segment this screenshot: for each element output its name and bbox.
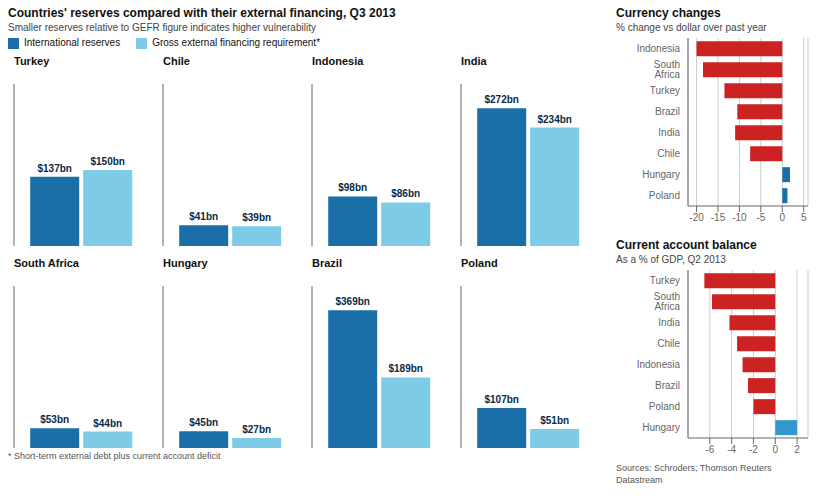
svg-text:SouthAfrica: SouthAfrica xyxy=(654,291,681,312)
html-text:% change vs dollar over past y: % change vs dollar over past year xyxy=(616,22,767,33)
svg-text:-6: -6 xyxy=(705,444,714,455)
svg-text:-20: -20 xyxy=(689,212,704,223)
html-text:Brazil: Brazil xyxy=(312,257,342,269)
svg-text:$51bn: $51bn xyxy=(540,415,569,426)
svg-text:$53bn: $53bn xyxy=(40,414,69,425)
svg-text:-4: -4 xyxy=(727,444,736,455)
svg-text:$272bn: $272bn xyxy=(484,94,518,105)
svg-text:0: 0 xyxy=(772,444,778,455)
svg-text:Hungary: Hungary xyxy=(642,169,680,180)
svg-text:Chile: Chile xyxy=(657,338,680,349)
svg-text:Poland: Poland xyxy=(649,190,680,201)
svg-text:-15: -15 xyxy=(711,212,726,223)
svg-text:-10: -10 xyxy=(732,212,747,223)
svg-text:$45bn: $45bn xyxy=(189,417,218,428)
html-text:* Short-term external debt plu: * Short-term external debt plus current … xyxy=(8,451,221,461)
svg-text:SouthAfrica: SouthAfrica xyxy=(654,59,681,80)
svg-text:$98bn: $98bn xyxy=(338,182,367,193)
html-text:Current account balance: Current account balance xyxy=(616,238,757,252)
svg-text:$41bn: $41bn xyxy=(189,211,218,222)
html-text:Indonesia: Indonesia xyxy=(312,55,364,67)
svg-text:$150bn: $150bn xyxy=(90,156,124,167)
html-text:South Africa: South Africa xyxy=(14,257,79,269)
svg-text:Chile: Chile xyxy=(657,148,680,159)
svg-text:Hungary: Hungary xyxy=(642,422,680,433)
svg-text:Indonesia: Indonesia xyxy=(637,359,681,370)
svg-text:Brazil: Brazil xyxy=(655,380,680,391)
svg-text:Indonesia: Indonesia xyxy=(637,43,681,54)
html-text:Currency changes: Currency changes xyxy=(616,6,721,20)
html-text:As a % of GDP, Q2 2013: As a % of GDP, Q2 2013 xyxy=(616,254,726,265)
html-text:India: India xyxy=(461,55,487,67)
svg-text:Poland: Poland xyxy=(649,401,680,412)
html-text:Gross external financing requi: Gross external financing requirement* xyxy=(152,37,320,48)
html-text:Countries' reserves compared w: Countries' reserves compared with their … xyxy=(8,6,396,20)
svg-text:$86bn: $86bn xyxy=(391,188,420,199)
html-text:Sources: Schroders; Thomson Re: Sources: Schroders; Thomson Reuters Data… xyxy=(616,463,772,485)
html-text:Poland: Poland xyxy=(461,257,498,269)
svg-text:-5: -5 xyxy=(756,212,765,223)
svg-text:$234bn: $234bn xyxy=(537,114,571,125)
svg-text:$39bn: $39bn xyxy=(242,212,271,223)
svg-text:Turkey: Turkey xyxy=(650,85,680,96)
html-text:Hungary: Hungary xyxy=(163,257,208,269)
svg-text:India: India xyxy=(658,317,680,328)
svg-text:Turkey: Turkey xyxy=(650,275,680,286)
html-text:Turkey: Turkey xyxy=(14,55,50,67)
svg-text:Brazil: Brazil xyxy=(655,106,680,117)
svg-text:0: 0 xyxy=(780,212,786,223)
svg-text:-2: -2 xyxy=(749,444,758,455)
svg-text:$369bn: $369bn xyxy=(335,296,369,307)
svg-text:5: 5 xyxy=(801,212,807,223)
html-text:International reserves: International reserves xyxy=(24,37,121,48)
svg-text:$27bn: $27bn xyxy=(242,424,271,435)
svg-text:$107bn: $107bn xyxy=(484,394,518,405)
svg-text:India: India xyxy=(658,127,680,138)
svg-text:$44bn: $44bn xyxy=(93,418,122,429)
svg-text:2: 2 xyxy=(794,444,800,455)
svg-text:$189bn: $189bn xyxy=(388,363,422,374)
html-text:Smaller reserves relative to G: Smaller reserves relative to GEFR figure… xyxy=(8,22,316,33)
html-text:Chile: Chile xyxy=(163,55,190,67)
svg-text:$137bn: $137bn xyxy=(37,163,71,174)
